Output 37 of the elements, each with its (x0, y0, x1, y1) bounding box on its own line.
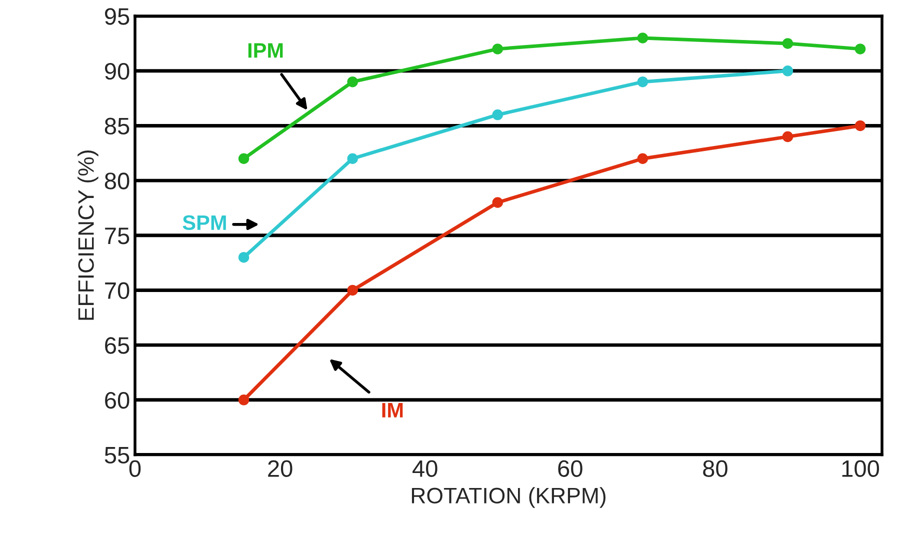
point (637, 32, 648, 44)
y-tick-label: 55 (104, 447, 130, 464)
text: IM (382, 403, 403, 418)
y-tick-label: 90 (104, 62, 130, 80)
y-tick-label: 80 (104, 172, 130, 190)
x-tick-label: 60 (558, 460, 582, 477)
y-tick-label: 60 (105, 392, 130, 409)
point (782, 38, 794, 49)
point (347, 153, 358, 164)
point (782, 66, 794, 76)
point (492, 44, 503, 54)
point (238, 153, 250, 164)
point (347, 76, 358, 88)
point (347, 284, 358, 296)
text: IPM (248, 43, 283, 58)
x-tick-label: 100 (842, 460, 880, 477)
point (492, 197, 503, 208)
y-tick-label: 70 (105, 282, 130, 300)
y-tick-label: 75 (105, 228, 130, 244)
x-tick-label: 0 (129, 460, 141, 477)
y-tick-label: 65 (105, 337, 130, 354)
point (854, 120, 866, 132)
x-tick-label: 80 (703, 460, 728, 477)
point (492, 109, 503, 120)
point (854, 44, 866, 54)
point (637, 153, 648, 164)
point (637, 76, 648, 88)
x-tick-label: 40 (412, 460, 438, 477)
series-label: SPM (182, 215, 226, 230)
y-tick-label: 95 (104, 8, 130, 25)
x-axis-title: ROTATION (KRPM) (412, 487, 606, 508)
point (238, 394, 250, 406)
point (782, 131, 794, 142)
y-tick-label: 85 (104, 118, 130, 135)
y-axis-title: EFFICIENCY (%) (78, 150, 98, 320)
x-tick-label: 20 (268, 460, 292, 477)
point (238, 252, 250, 263)
